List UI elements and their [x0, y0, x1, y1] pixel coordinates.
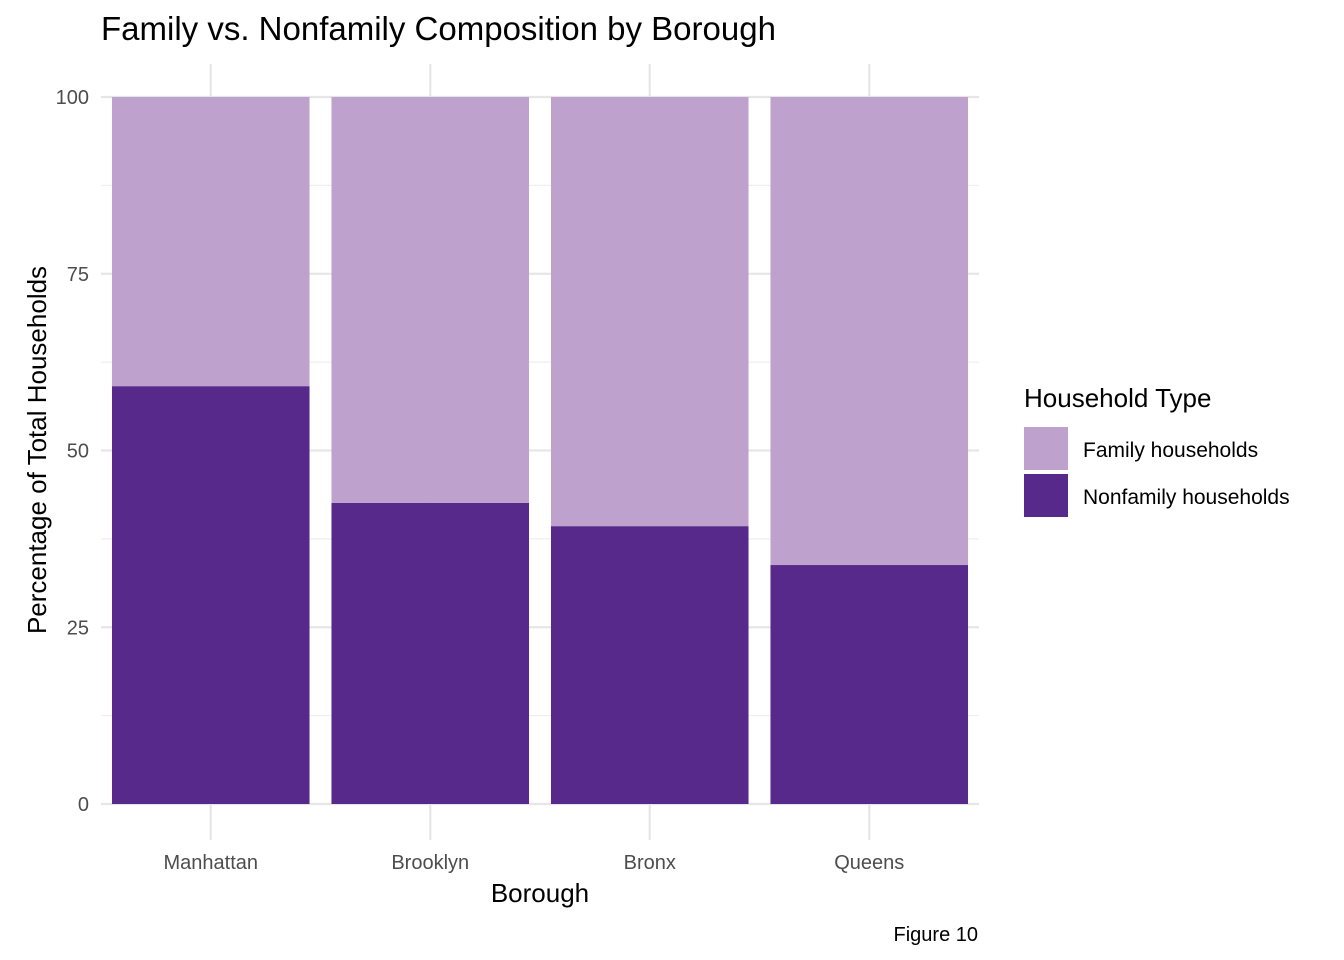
legend-swatch-nonfamily	[1024, 474, 1068, 517]
bar-queens-nonfamily	[770, 565, 969, 804]
bar-bronx-family	[550, 97, 749, 527]
x-tick-label: Brooklyn	[391, 852, 469, 874]
y-tick-label: 75	[67, 264, 89, 286]
legend-label-family: Family households	[1083, 439, 1258, 462]
y-tick-label: 50	[67, 441, 89, 463]
bar-queens-family	[770, 97, 969, 566]
x-tick-label: Bronx	[624, 852, 676, 874]
bar-bronx-nonfamily	[550, 526, 749, 804]
x-axis-ticks: Manhattan Brooklyn Bronx Queens	[163, 852, 904, 874]
x-axis-title: Borough	[491, 878, 589, 908]
y-axis-title: Percentage of Total Households	[22, 266, 52, 634]
y-axis-ticks: 0 25 50 75 100	[56, 87, 89, 816]
x-tick-label: Manhattan	[163, 852, 258, 874]
x-tick-label: Queens	[834, 852, 904, 874]
chart-title: Family vs. Nonfamily Composition by Boro…	[101, 10, 776, 47]
y-tick-label: 100	[56, 87, 89, 109]
legend-swatch-family	[1024, 427, 1068, 470]
bar-manhattan-nonfamily	[111, 386, 310, 804]
figure-caption: Figure 10	[894, 924, 979, 946]
y-tick-label: 25	[67, 617, 89, 639]
y-tick-label: 0	[78, 794, 89, 816]
bar-brooklyn-nonfamily	[331, 502, 530, 804]
legend-label-nonfamily: Nonfamily households	[1083, 486, 1290, 509]
bar-manhattan-family	[111, 97, 310, 387]
legend: Household Type Family households Nonfamil…	[1024, 383, 1290, 517]
legend-title: Household Type	[1024, 383, 1211, 413]
bar-brooklyn-family	[331, 97, 530, 503]
bar-layer	[111, 97, 969, 804]
